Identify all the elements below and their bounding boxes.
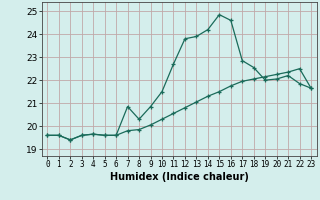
X-axis label: Humidex (Indice chaleur): Humidex (Indice chaleur) [110,172,249,182]
